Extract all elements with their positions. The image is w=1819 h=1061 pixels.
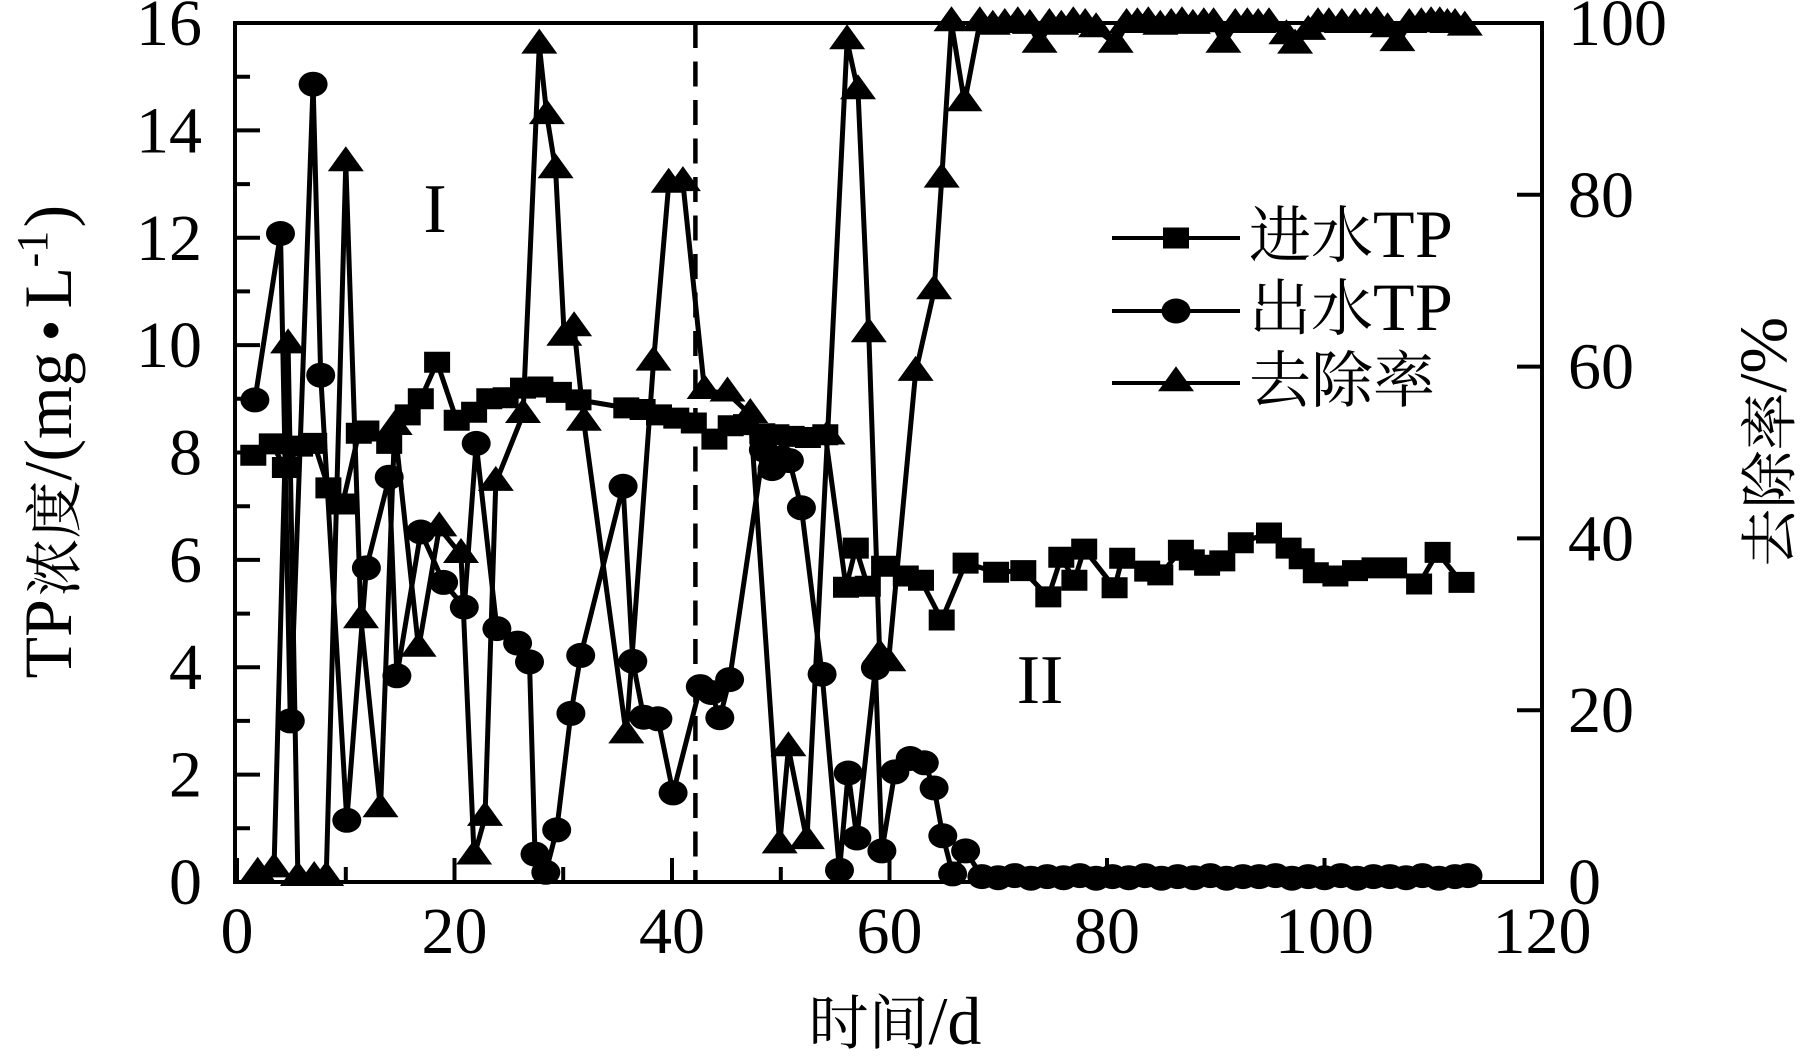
svg-text:II: II <box>1017 642 1064 719</box>
svg-text:0: 0 <box>221 895 254 968</box>
svg-text:T: T <box>1373 196 1415 272</box>
svg-text:20: 20 <box>1568 674 1634 747</box>
svg-text:16: 16 <box>136 0 202 60</box>
svg-text:20: 20 <box>422 895 488 968</box>
svg-text:/d: /d <box>929 983 982 1056</box>
svg-text:10: 10 <box>136 309 202 382</box>
svg-text:12: 12 <box>136 202 202 275</box>
svg-text:120: 120 <box>1493 895 1592 968</box>
svg-text:4: 4 <box>169 631 202 704</box>
svg-text:T: T <box>1373 269 1415 345</box>
svg-text:6: 6 <box>169 524 202 597</box>
svg-text:P: P <box>1415 269 1453 345</box>
svg-text:P: P <box>1415 196 1453 272</box>
svg-text:100: 100 <box>1568 0 1667 60</box>
svg-text:/(mg: /(mg <box>10 352 86 480</box>
svg-text:80: 80 <box>1568 159 1634 232</box>
svg-text:100: 100 <box>1275 895 1374 968</box>
svg-text:60: 60 <box>1568 331 1634 404</box>
svg-text:80: 80 <box>1074 895 1140 968</box>
svg-text:): ) <box>10 205 86 228</box>
svg-text:L: L <box>10 267 86 309</box>
svg-text:14: 14 <box>136 94 202 167</box>
svg-text:60: 60 <box>857 895 923 968</box>
svg-text:0: 0 <box>169 846 202 919</box>
svg-text:2: 2 <box>169 739 202 812</box>
svg-text:8: 8 <box>169 417 202 490</box>
svg-text:I: I <box>423 171 446 248</box>
svg-text:0: 0 <box>1568 846 1601 919</box>
svg-text:TP: TP <box>10 599 86 678</box>
svg-text:40: 40 <box>639 895 705 968</box>
svg-text:-1: -1 <box>8 231 57 268</box>
svg-text:/%: /% <box>1725 317 1801 393</box>
svg-text:40: 40 <box>1568 502 1634 575</box>
